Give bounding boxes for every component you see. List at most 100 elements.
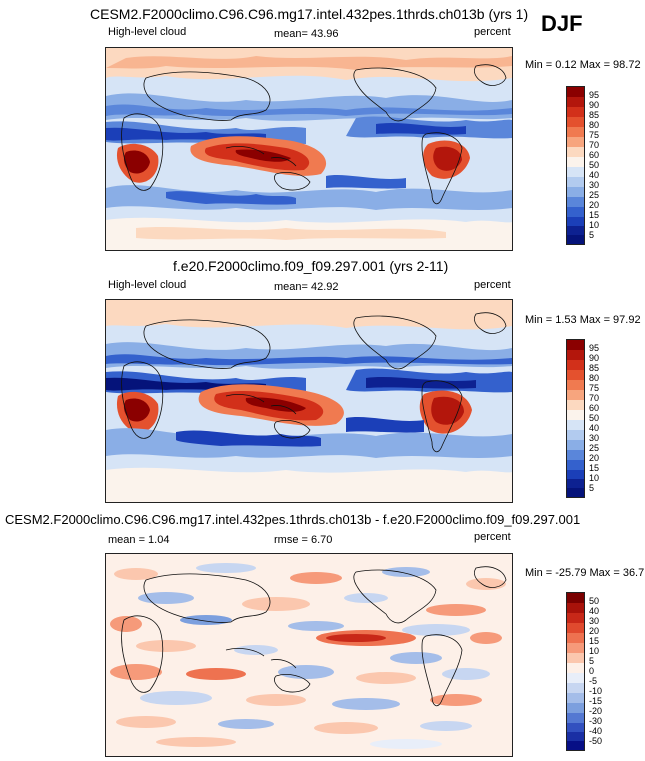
panel-1-colorbar-label: 5 [589, 230, 595, 240]
panel-1-colorbar-cell [567, 226, 584, 235]
panel-2-colorbar-cell [567, 488, 584, 497]
panel-1-colorbar-label: 80 [589, 120, 600, 130]
panel-1-colorbar-cell [567, 87, 584, 97]
panel-3-minmax: Min = -25.79 Max = 36.71 [525, 567, 645, 579]
panel-2-colorbar-label: 90 [589, 353, 600, 363]
panel-1-colorbar-cell [567, 167, 584, 177]
panel-3-colorbar-label: 40 [589, 606, 600, 616]
panel-3-colorbar-cell [567, 593, 584, 603]
panel-3-map [105, 553, 513, 757]
panel-3-colorbar-label: -50 [589, 736, 603, 746]
panel-3-units: percent [474, 531, 511, 543]
panel-2-colorbar-label: 60 [589, 403, 600, 413]
panel-2-colorbar-cell [567, 400, 584, 410]
panel-3-colorbar [566, 592, 585, 751]
panel-1-colorbar-label: 50 [589, 160, 600, 170]
panel-3-colorbar-cell [567, 603, 584, 613]
panel-2-title: f.e20.F2000climo.f09_f09.297.001 (yrs 2-… [173, 258, 449, 274]
panel-3-colorbar-label: -15 [589, 696, 603, 706]
panel-2-colorbar-label: 25 [589, 443, 600, 453]
panel-2-colorbar-cell [567, 370, 584, 380]
panel-3-colorbar-cell [567, 663, 584, 673]
panel-1-variable-label: High-level cloud [108, 26, 187, 38]
panel-3-colorbar-cell [567, 633, 584, 643]
panel-2-colorbar-cell [567, 380, 584, 390]
panel-2-colorbar [566, 339, 585, 498]
panel-1-colorbar-cell [567, 127, 584, 137]
panel-2-colorbar-cell [567, 350, 584, 360]
panel-3-colorbar-cell [567, 673, 584, 683]
panel-3-title: CESM2.F2000climo.C96.C96.mg17.intel.432p… [5, 512, 581, 527]
panel-1-map-graphic [106, 48, 512, 250]
panel-2-colorbar-cell [567, 450, 584, 460]
panel-1-colorbar-cell [567, 197, 584, 207]
panel-3-colorbar-label: 50 [589, 596, 600, 606]
panel-3-colorbar-label: -10 [589, 686, 603, 696]
panel-2-colorbar-label: 95 [589, 343, 600, 353]
panel-2-map [105, 299, 513, 503]
panel-2-colorbar-label: 20 [589, 453, 600, 463]
panel-2-colorbar-label: 85 [589, 363, 600, 373]
panel-2-colorbar-cell [567, 470, 584, 479]
panel-2-colorbar-cell [567, 460, 584, 470]
panel-2-colorbar-label: 10 [589, 473, 600, 483]
panel-1-colorbar-cell [567, 157, 584, 167]
panel-1-colorbar-cell [567, 137, 584, 147]
panel-2-colorbar-label: 50 [589, 413, 600, 423]
panel-1-mean: mean= 43.96 [274, 28, 339, 40]
panel-3-map-graphic [106, 554, 512, 756]
panel-2-colorbar-cell [567, 340, 584, 350]
panel-1-colorbar-cell [567, 207, 584, 217]
panel-3-colorbar-cell [567, 683, 584, 693]
panel-2-minmax: Min = 1.53 Max = 97.92 [525, 314, 641, 326]
panel-2-colorbar-cell [567, 360, 584, 370]
panel-3-colorbar-label: 10 [589, 646, 600, 656]
panel-1-colorbar-label: 70 [589, 140, 600, 150]
panel-1-colorbar-cell [567, 107, 584, 117]
panel-3-colorbar-cell [567, 613, 584, 623]
panel-3-colorbar-cell [567, 693, 584, 703]
panel-1-units: percent [474, 26, 511, 38]
panel-2-map-graphic [106, 300, 512, 502]
panel-2-colorbar-cell [567, 390, 584, 400]
panel-1-colorbar-label: 95 [589, 90, 600, 100]
panel-3-colorbar-label: 30 [589, 616, 600, 626]
panel-3-colorbar-label: 5 [589, 656, 595, 666]
panel-3-colorbar-cell [567, 623, 584, 633]
panel-1-colorbar-label: 90 [589, 100, 600, 110]
panel-1-colorbar-cell [567, 117, 584, 127]
panel-3-colorbar-label: -5 [589, 676, 598, 686]
panel-2-colorbar-cell [567, 410, 584, 420]
panel-1-colorbar [566, 86, 585, 245]
panel-3-colorbar-cell [567, 653, 584, 663]
panel-3-colorbar-label: 0 [589, 666, 595, 676]
panel-2-units: percent [474, 279, 511, 291]
panel-3-colorbar-cell [567, 643, 584, 653]
panel-2-colorbar-cell [567, 430, 584, 440]
panel-2-colorbar-label: 15 [589, 463, 600, 473]
panel-1-colorbar-label: 75 [589, 130, 600, 140]
panel-1-colorbar-cell [567, 97, 584, 107]
panel-1-colorbar-label: 60 [589, 150, 600, 160]
panel-1-minmax: Min = 0.12 Max = 98.72 [525, 59, 641, 71]
panel-2-colorbar-cell [567, 479, 584, 488]
panel-2-colorbar-label: 30 [589, 433, 600, 443]
panel-3-colorbar-cell [567, 703, 584, 713]
panel-2-colorbar-cell [567, 420, 584, 430]
panel-1-title: CESM2.F2000climo.C96.C96.mg17.intel.432p… [90, 6, 529, 22]
panel-2-colorbar-label: 75 [589, 383, 600, 393]
panel-2-colorbar-cell [567, 440, 584, 450]
panel-1-colorbar-label: 85 [589, 110, 600, 120]
panel-2-colorbar-label: 80 [589, 373, 600, 383]
panel-3-colorbar-label: -40 [589, 726, 603, 736]
panel-1-colorbar-label: 20 [589, 200, 600, 210]
panel-2-colorbar-label: 5 [589, 483, 595, 493]
panel-2-mean: mean= 42.92 [274, 281, 339, 293]
panel-1-colorbar-label: 10 [589, 220, 600, 230]
panel-3-mean: mean = 1.04 [108, 534, 170, 546]
panel-2-colorbar-label: 40 [589, 423, 600, 433]
panel-3-colorbar-label: 15 [589, 636, 600, 646]
panel-1-colorbar-cell [567, 217, 584, 226]
panel-1-colorbar-label: 40 [589, 170, 600, 180]
panel-1-map [105, 47, 513, 251]
